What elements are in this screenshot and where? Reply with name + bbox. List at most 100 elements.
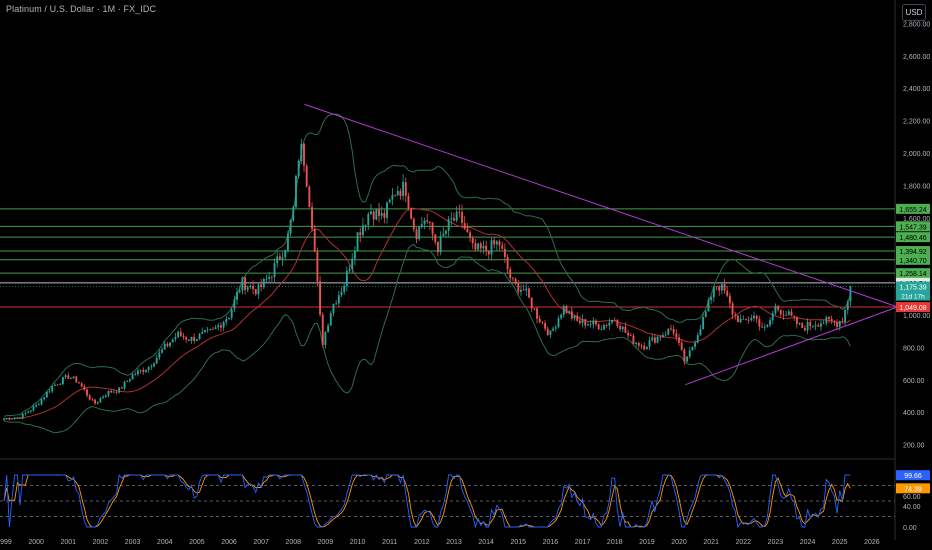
price-axis[interactable]: 200.00400.00600.00800.001,000.001,200.00… (896, 21, 930, 532)
candle (112, 389, 115, 393)
trendlines[interactable] (304, 103, 898, 386)
candle (8, 417, 11, 421)
candle (431, 222, 434, 241)
candle-body (110, 390, 113, 393)
candle (412, 217, 415, 233)
candle-body (169, 342, 172, 347)
candle-body (723, 284, 726, 291)
candle-body (670, 328, 672, 330)
candle (597, 323, 600, 330)
candle (753, 311, 755, 322)
candle-body (624, 326, 627, 333)
candle (584, 318, 587, 329)
time-axis[interactable]: 1999 2000 2001 2002 2003 2004 2005 2006 2007 2008… (0, 539, 880, 546)
candle (327, 323, 330, 333)
candle (458, 204, 461, 218)
candle-body (386, 202, 388, 218)
candle-body (849, 286, 852, 302)
candle (423, 217, 426, 230)
candle (828, 315, 830, 324)
candle (493, 237, 496, 249)
candle-body (766, 324, 769, 327)
candle-body (498, 241, 501, 246)
candle (761, 322, 763, 328)
candle-body (528, 288, 530, 298)
candle-body (745, 318, 747, 320)
upper-trendline[interactable] (304, 103, 898, 308)
candle (801, 322, 804, 329)
candle (592, 317, 595, 329)
candle (19, 417, 22, 419)
candle (474, 239, 477, 252)
candle (624, 322, 627, 334)
candle-body (691, 346, 694, 351)
candle (120, 386, 123, 389)
candle (136, 368, 139, 377)
candles (3, 138, 852, 421)
candle (485, 240, 488, 256)
candle (319, 275, 322, 317)
candle (386, 201, 388, 224)
candle-body (763, 326, 766, 328)
candle-body (51, 385, 54, 392)
bollinger-upper (3, 113, 851, 417)
candle-body (514, 278, 517, 283)
candle (246, 285, 249, 293)
candle (43, 397, 46, 401)
candle (128, 378, 131, 383)
candle (525, 283, 528, 296)
candle-body (458, 211, 461, 213)
candle-body (61, 377, 64, 385)
candle-body (359, 232, 362, 236)
candle-body (710, 297, 713, 301)
candle (696, 332, 699, 344)
candle (171, 338, 174, 343)
candle-body (75, 376, 78, 383)
candle (123, 380, 126, 391)
candle-body (305, 165, 308, 187)
candle (619, 323, 622, 332)
candle (798, 322, 801, 326)
candle-body (573, 315, 576, 319)
candle-body (375, 209, 378, 220)
candle-body (292, 207, 295, 221)
candle-body (608, 322, 611, 326)
candle-body (538, 318, 541, 323)
candle-body (439, 235, 442, 253)
candle-body (651, 337, 654, 341)
candle-body (281, 257, 284, 260)
candle-body (96, 402, 99, 404)
candle (750, 314, 753, 322)
candle (161, 347, 163, 354)
candle-body (94, 399, 97, 404)
candle (388, 198, 391, 204)
candle (337, 291, 340, 308)
candle-body (278, 256, 281, 260)
candle (203, 329, 206, 333)
candle-body (115, 391, 118, 393)
lower-trendline[interactable] (685, 306, 898, 386)
candle-body (755, 315, 758, 320)
candle-body (728, 295, 731, 304)
candle-body (91, 399, 94, 401)
currency-button[interactable]: USD (902, 4, 926, 21)
candle (495, 240, 498, 251)
candle-body (78, 382, 80, 384)
price-tick-label: 400.00 (903, 410, 925, 417)
candle (404, 177, 407, 203)
time-tick-label: 2004 (157, 539, 173, 546)
candle (723, 278, 726, 294)
candle (311, 202, 313, 232)
candle (777, 305, 780, 312)
candle (150, 364, 153, 371)
candle-body (321, 314, 324, 345)
candle-body (179, 331, 182, 337)
candle-body (329, 313, 332, 326)
candle-body (396, 191, 399, 196)
candle-body (233, 299, 236, 310)
candle-body (455, 211, 458, 221)
candle-body (161, 349, 163, 353)
candle-body (833, 321, 836, 323)
candle (292, 205, 295, 223)
